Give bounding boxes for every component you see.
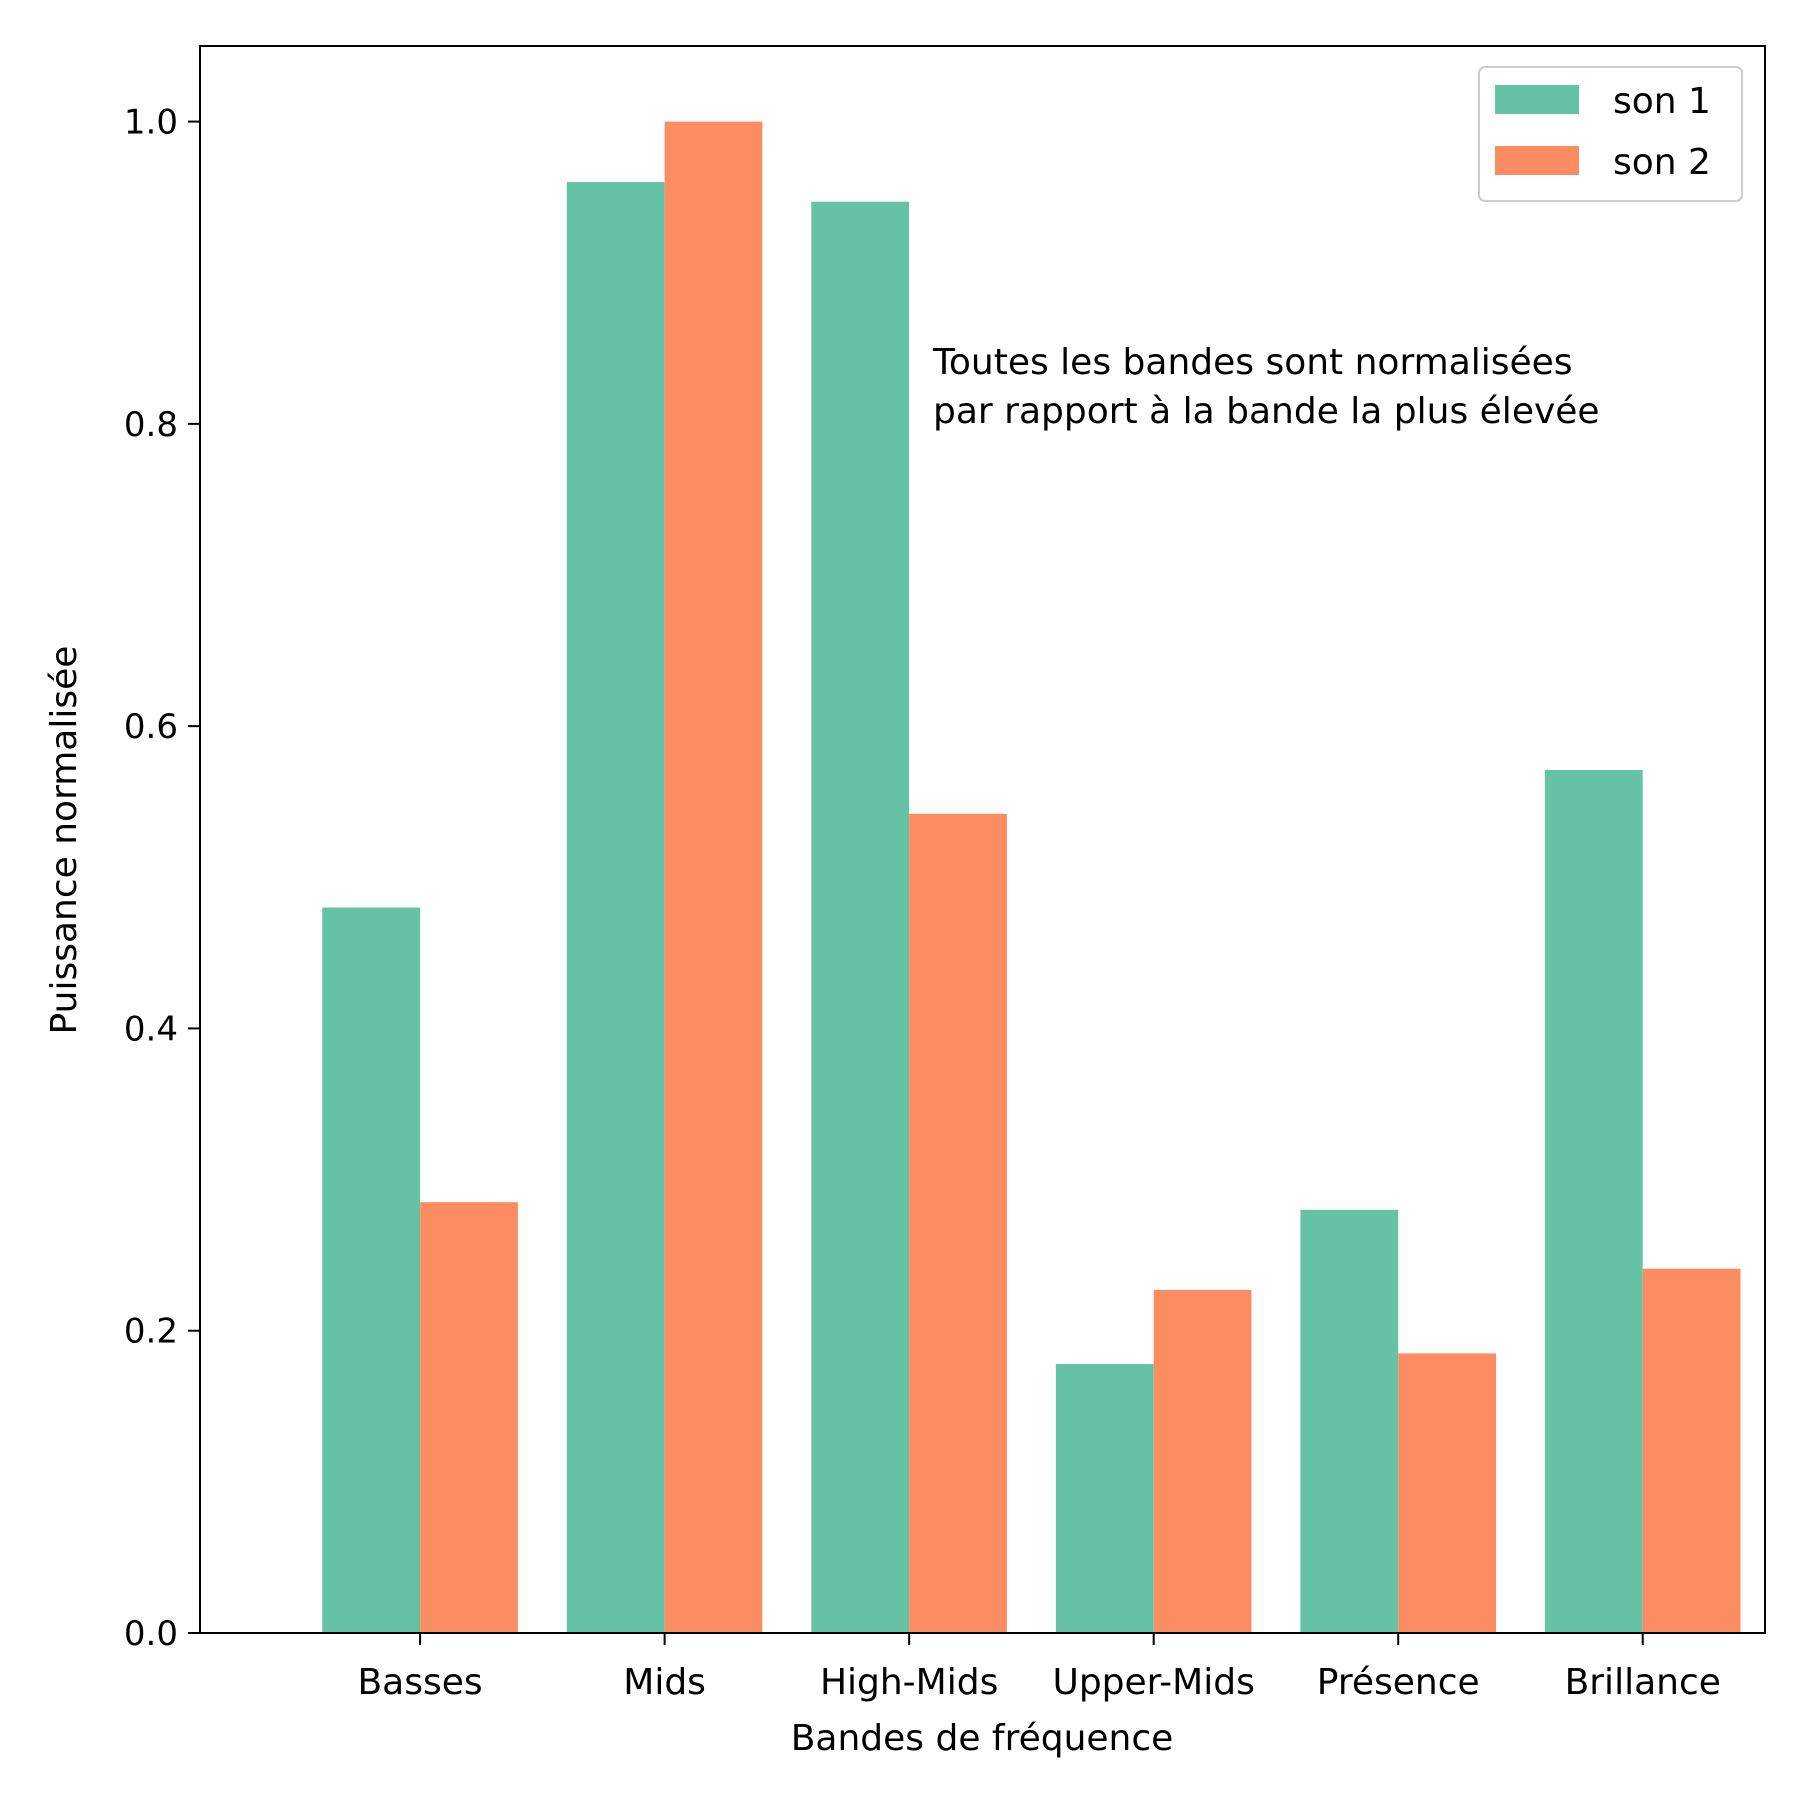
plot-frame <box>199 45 1766 1634</box>
x-tick-label: Mids <box>623 1662 706 1703</box>
bar-son-2-basses <box>420 1202 518 1633</box>
annotation-text: Toutes les bandes sont normalisées par r… <box>932 342 1600 432</box>
y-tick-label: 0.6 <box>124 707 178 747</box>
x-tick-label: High-Mids <box>820 1662 998 1703</box>
bar-son-1-brillance <box>1544 770 1643 1633</box>
y-tick-label: 0.2 <box>124 1312 178 1352</box>
x-axis-label: Bandes de fréquence <box>791 1718 1174 1759</box>
x-tick-label: Upper-Mids <box>1052 1662 1254 1703</box>
annotation-line-1: Toutes les bandes sont normalisées <box>932 342 1573 383</box>
bar-son-2-brillance <box>1642 1268 1741 1633</box>
bar-son-1-mids <box>566 182 665 1633</box>
y-tick-label: 0.4 <box>124 1009 178 1049</box>
y-tick-label: 1.0 <box>124 103 178 143</box>
legend-label-son-1: son 1 <box>1613 81 1711 122</box>
legend-swatch-son-2 <box>1495 146 1579 175</box>
y-axis-ticks: 0.0 0.2 0.4 0.6 0.8 1.0 <box>124 103 200 1654</box>
bars-group <box>322 121 1741 1634</box>
y-tick-label: 0.8 <box>124 405 178 445</box>
x-tick-label: Basses <box>357 1662 482 1703</box>
x-tick-label: Brillance <box>1565 1662 1721 1703</box>
x-tick-label: Présence <box>1317 1662 1480 1703</box>
bar-son-1-pr-sence <box>1300 1209 1399 1633</box>
legend-label-son-2: son 2 <box>1613 142 1711 183</box>
bar-son-2-high-mids <box>909 813 1007 1633</box>
bar-son-2-mids <box>664 121 763 1634</box>
bar-son-1-upper-mids <box>1055 1364 1154 1633</box>
legend-swatch-son-1 <box>1495 85 1579 114</box>
bar-son-1-high-mids <box>811 201 910 1634</box>
bar-son-2-upper-mids <box>1153 1289 1252 1633</box>
bar-son-1-basses <box>322 907 421 1633</box>
y-tick-label: 0.0 <box>124 1614 178 1654</box>
annotation-line-2: par rapport à la bande la plus élevée <box>933 391 1600 432</box>
x-axis-ticks: Basses Mids High-Mids Upper-Mids Présence Bri… <box>357 1633 1721 1703</box>
bar-son-2-pr-sence <box>1398 1353 1496 1633</box>
legend: son 1 son 2 <box>1478 66 1743 202</box>
y-axis-label: Puissance normalisée <box>44 646 85 1035</box>
